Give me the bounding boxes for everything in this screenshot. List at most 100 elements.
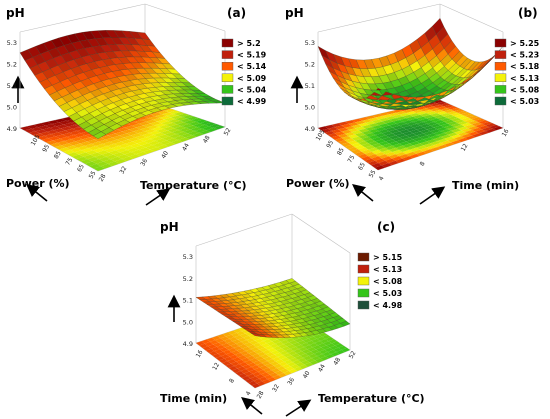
floor-cell	[231, 350, 241, 355]
floor-cell	[220, 336, 230, 341]
floor-cell	[402, 109, 413, 113]
floor-cell	[381, 163, 392, 168]
floor-cell	[310, 349, 320, 354]
floor-cell	[121, 139, 133, 144]
floor-cell	[388, 154, 399, 159]
floor-cell	[143, 149, 155, 154]
floor-cell	[206, 337, 216, 342]
floor-cell	[250, 358, 259, 363]
x-arrow	[352, 183, 374, 202]
x-tick-label: 65	[357, 161, 367, 171]
floor-cell	[399, 141, 410, 146]
floor-cell	[323, 341, 332, 346]
floor-cell	[420, 118, 431, 122]
x-tick-label: 105	[30, 133, 42, 147]
floor-cell	[303, 355, 312, 361]
floor-cell	[225, 363, 235, 368]
legend-label: < 5.18	[510, 62, 540, 71]
panel-label: (a)	[227, 6, 246, 20]
floor-cell	[365, 127, 376, 131]
floor-cell	[413, 143, 424, 148]
floor-cell	[67, 152, 79, 157]
floor-cell	[209, 124, 221, 128]
floor-cell	[266, 370, 275, 375]
floor-cell	[72, 127, 84, 131]
floor-cell	[378, 141, 390, 146]
floor-cell	[444, 119, 455, 124]
floor-cell	[345, 126, 356, 130]
floor-cell	[324, 131, 335, 135]
floor-cell	[426, 139, 438, 144]
floor-cell	[426, 106, 437, 110]
floor-cell	[475, 123, 486, 128]
floor-cell	[236, 348, 246, 353]
floor-cell	[58, 130, 70, 135]
floor-cell	[37, 135, 49, 140]
floor-cell	[239, 362, 248, 367]
floor-cell	[160, 130, 173, 135]
floor-cell	[365, 132, 376, 137]
floor-cell	[52, 122, 64, 127]
legend-label: < 5.23	[510, 51, 539, 60]
floor-cell	[211, 346, 220, 352]
floor-cell	[157, 119, 169, 124]
floor-cell	[330, 352, 340, 357]
floor-cell	[348, 147, 359, 152]
floor-cell	[341, 129, 352, 134]
floor-cell	[258, 358, 268, 363]
floor-cell	[179, 127, 191, 132]
y-axis-label: Time (min)	[452, 179, 519, 192]
floor-cell	[413, 120, 424, 124]
floor-cell	[372, 131, 383, 135]
floor-cell	[368, 117, 379, 122]
floor-cell	[122, 145, 135, 151]
floor-cell	[334, 131, 345, 136]
floor-cell	[295, 344, 305, 349]
floor-cell	[248, 351, 258, 356]
floor-cell	[143, 139, 156, 144]
floor-cell	[60, 126, 73, 131]
floor-cell	[139, 137, 151, 142]
floor-cell	[127, 147, 139, 153]
zlabel: pH	[285, 6, 304, 20]
floor-cell	[331, 123, 342, 128]
floor-cell	[47, 120, 60, 124]
floor-cell	[318, 126, 329, 131]
floor-cell	[395, 158, 406, 163]
y-tick-label: 40	[302, 370, 312, 380]
floor-cell	[164, 109, 177, 113]
floor-cell	[461, 128, 472, 133]
floor-cell	[345, 120, 356, 124]
floor-cell	[121, 156, 134, 162]
floor-cell	[426, 111, 437, 115]
floor-cell	[155, 114, 167, 118]
floor-cell	[389, 141, 400, 146]
floor-cell	[461, 122, 472, 127]
z-tick-label: 5.3	[183, 253, 193, 261]
floor-cell	[355, 132, 366, 137]
floor-cell	[192, 132, 204, 137]
floor-cell	[287, 362, 296, 367]
floor-cell	[440, 140, 451, 145]
floor-cell	[325, 337, 334, 342]
floor-cell	[150, 112, 163, 117]
floor-cell	[154, 123, 166, 127]
legend-swatch	[221, 96, 234, 106]
y-tick-label: 44	[181, 142, 191, 152]
floor-cell	[238, 355, 247, 360]
z-tick-label: 5.0	[183, 318, 193, 326]
floor-cell	[471, 133, 483, 138]
floor-cell	[283, 353, 292, 358]
floor-cell	[399, 147, 410, 152]
floor-cell	[110, 129, 122, 134]
floor-cell	[338, 345, 347, 350]
floor-cell	[413, 114, 424, 119]
floor-cell	[212, 353, 221, 358]
floor-cell	[108, 150, 121, 155]
floor-cell	[145, 145, 158, 150]
floor-cell	[261, 361, 271, 366]
legend-swatch	[221, 73, 234, 83]
floor-cell	[49, 126, 61, 131]
floor-cell	[289, 357, 298, 362]
floor-cell	[402, 143, 413, 148]
